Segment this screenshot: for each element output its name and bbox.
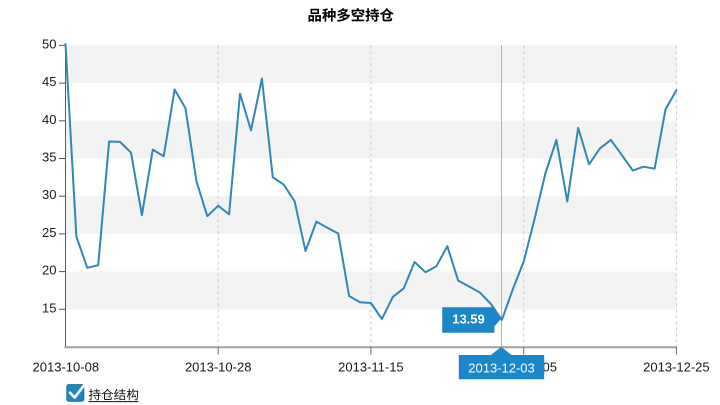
svg-text:2013-11-15: 2013-11-15 [338,360,404,375]
svg-text:2013-10-08: 2013-10-08 [33,360,100,375]
svg-text:20: 20 [42,263,56,278]
svg-text:35: 35 [42,150,56,165]
svg-text:2013-12-03: 2013-12-03 [468,360,535,375]
svg-text:15: 15 [42,300,56,315]
svg-text:30: 30 [42,187,56,202]
svg-text:2013-12-25: 2013-12-25 [643,360,710,375]
svg-text:25: 25 [42,225,56,240]
svg-text:50: 50 [42,36,56,51]
svg-text:2013-10-28: 2013-10-28 [185,360,252,375]
svg-text:40: 40 [42,112,56,127]
svg-text:45: 45 [42,74,56,89]
svg-text:13.59: 13.59 [452,312,485,327]
